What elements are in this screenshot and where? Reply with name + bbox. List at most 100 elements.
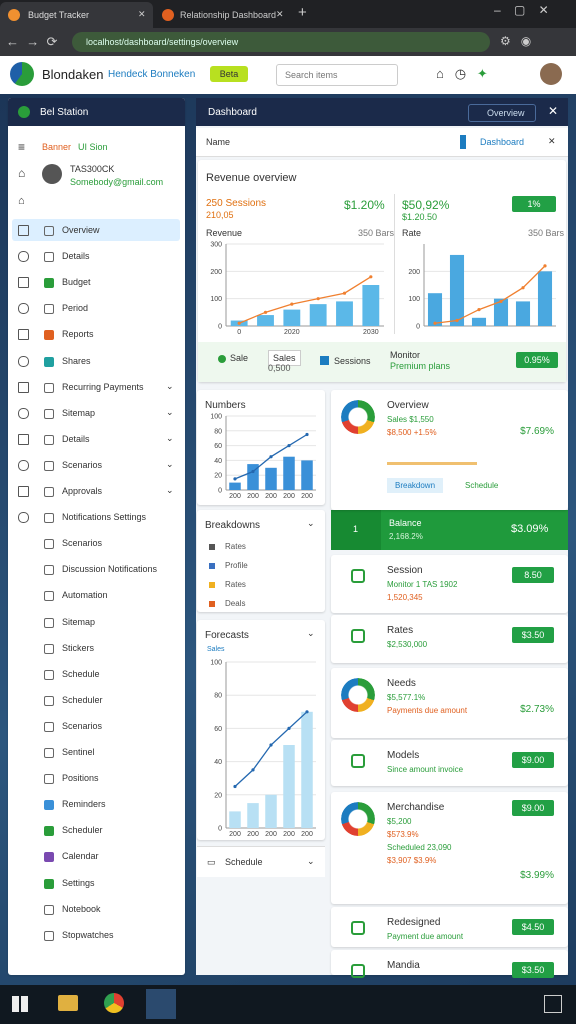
note: 350 Bars: [358, 228, 395, 238]
nav-item[interactable]: Reports: [62, 329, 94, 340]
y-tick-label: 40: [214, 458, 222, 465]
card-button[interactable]: $9.00: [512, 752, 554, 768]
nav-item[interactable]: Scheduler: [62, 694, 103, 705]
nav-item[interactable]: Positions: [62, 773, 99, 784]
point: [305, 432, 309, 437]
y-tick-label: 100: [210, 414, 222, 421]
dropdown[interactable]: 0,500: [268, 363, 291, 373]
list-icon: [209, 601, 215, 607]
card-title: Needs: [387, 678, 416, 689]
notifications[interactable]: [544, 995, 562, 1013]
bar: [301, 460, 313, 490]
nav-item[interactable]: Sentinel: [62, 747, 95, 757]
x-tick-label: 200: [265, 493, 277, 500]
balance-sub: 2,168.2%: [389, 532, 423, 541]
chrome[interactable]: [104, 993, 124, 1013]
chart: 0 20 40 60 80 100 200 200 200 200 200: [210, 660, 316, 838]
select[interactable]: Overview: [468, 104, 536, 122]
card-line: 1,520,345: [387, 593, 423, 602]
card-button[interactable]: $3.50: [512, 962, 554, 978]
kpi-label: 250 Sessions: [206, 198, 267, 209]
nav-item[interactable]: Notifications Settings: [62, 512, 147, 523]
bar: [283, 309, 301, 326]
nav-item[interactable]: Approvals: [62, 486, 103, 496]
bar: [247, 464, 259, 490]
nav-item[interactable]: Notebook: [62, 903, 101, 914]
nav-item[interactable]: Shares: [62, 355, 91, 366]
card-line: Scheduled 23,090: [387, 843, 452, 852]
nav-item[interactable]: Calendar: [62, 851, 99, 862]
list-card[interactable]: Redesigned Payment due amount $4.50: [331, 907, 568, 947]
nav-item[interactable]: Scheduler: [62, 825, 103, 836]
nav-item[interactable]: Recurring Payments: [62, 381, 144, 392]
nav-item[interactable]: Schedule: [62, 668, 100, 679]
kpi-sub: $1.20.50: [402, 212, 438, 222]
item-icon: [44, 252, 54, 263]
nav-item[interactable]: Scenarios: [62, 720, 103, 731]
card-button[interactable]: $3.50: [512, 627, 554, 643]
new-tab[interactable]: +: [298, 4, 307, 21]
toolbar-button[interactable]: Dashboard: [460, 135, 530, 149]
tab[interactable]: Budget Tracker ✕: [0, 2, 153, 28]
nav-item[interactable]: Sitemap: [62, 616, 96, 627]
nav-item[interactable]: Automation: [62, 590, 108, 601]
nav-item[interactable]: Period: [62, 303, 89, 314]
avatar[interactable]: [540, 63, 562, 85]
nav-item[interactable]: Settings: [62, 877, 95, 888]
bar: [229, 811, 241, 828]
url-field[interactable]: localhost/dashboard/settings/overview: [72, 32, 490, 52]
point: [543, 264, 547, 268]
item-icon: [44, 408, 54, 419]
list-card[interactable]: Rates $2,530,000 $3.50: [331, 615, 568, 663]
window-controls[interactable]: – ▢ ✕: [494, 3, 549, 17]
list-card[interactable]: Merchandise $5,200 $573.9% Scheduled 23,090…: [331, 792, 568, 904]
balance-row[interactable]: 1 Balance 2,168.2% $3.09%: [331, 510, 568, 550]
tab[interactable]: Relationship Dashboard ✕: [156, 2, 290, 28]
line: [234, 711, 308, 787]
list-card[interactable]: Overview Sales $1,550 $8,500 +1.5% $7.69% Br…: [331, 390, 568, 510]
item-icon: [44, 852, 54, 863]
address-bar: ← → ⟳ localhost/dashboard/settings/overv…: [0, 28, 576, 56]
brand: Blondaken: [42, 67, 104, 82]
point: [263, 310, 268, 314]
nav-item[interactable]: Budget: [62, 277, 91, 288]
nav-item[interactable]: Stickers: [62, 642, 95, 653]
y-tick-label: 40: [214, 759, 222, 766]
card-tab[interactable]: Schedule: [465, 481, 499, 490]
nav-item[interactable]: Details: [62, 433, 90, 444]
chart: 0 100 200: [408, 244, 556, 331]
nav-item[interactable]: Scenarios: [62, 459, 103, 470]
start[interactable]: [12, 996, 28, 1012]
point: [499, 299, 503, 303]
list-card[interactable]: Mandia $3.50: [331, 950, 568, 978]
item-icon: [44, 930, 54, 941]
kpi-button[interactable]: 1%: [512, 196, 556, 212]
nav-item[interactable]: Scenarios: [62, 538, 103, 549]
bar: [449, 254, 465, 326]
legend-button[interactable]: 0.95%: [516, 352, 558, 368]
nav-item[interactable]: Reminders: [62, 799, 106, 810]
chart: 0 20 40 60 80 100 200 200 200 200 200: [210, 414, 316, 500]
x-tick-label: 0: [237, 329, 241, 336]
app-header: Blondaken Hendeck Bonneken Beta Search i…: [0, 56, 576, 94]
list-card[interactable]: Needs $5,577.1% Payments due amount $2.73%: [331, 668, 568, 738]
explorer[interactable]: [58, 995, 78, 1011]
app[interactable]: [146, 989, 176, 1019]
item-icon: [44, 565, 54, 576]
list-card[interactable]: Session Monitor 1 TAS 1902 1,520,345 8.50: [331, 555, 568, 613]
search-box[interactable]: Search items: [276, 64, 398, 86]
balance-title: Balance: [389, 518, 422, 528]
card-tab[interactable]: Breakdown: [387, 478, 444, 493]
nav-item[interactable]: Details: [62, 251, 90, 262]
toolbar-label: Name: [206, 137, 231, 147]
main-header: Dashboard Overview ✕: [196, 98, 568, 126]
nav-item[interactable]: Stopwatches: [62, 929, 114, 940]
card-button[interactable]: $9.00: [512, 800, 554, 816]
nav-item[interactable]: Overview: [62, 225, 100, 235]
card-button[interactable]: $4.50: [512, 919, 554, 935]
rail-icon: [18, 459, 29, 471]
nav-item[interactable]: Discussion Notifications: [62, 564, 158, 575]
nav-item[interactable]: Sitemap: [62, 407, 96, 418]
list-card[interactable]: Models Since amount invoice $9.00: [331, 740, 568, 786]
card-button[interactable]: 8.50: [512, 567, 554, 583]
